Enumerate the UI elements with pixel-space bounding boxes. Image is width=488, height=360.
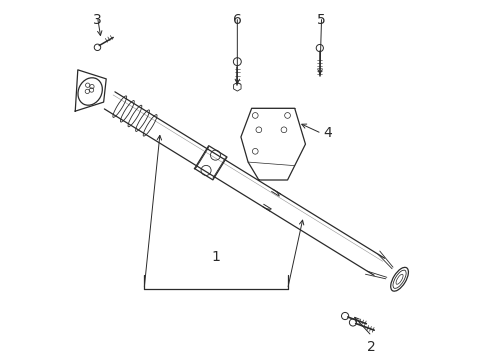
Text: 5: 5 [317,13,325,27]
Text: 2: 2 [366,339,375,354]
Text: 3: 3 [93,13,102,27]
Text: 1: 1 [211,250,220,264]
Text: 6: 6 [232,13,241,27]
Text: 4: 4 [323,126,331,140]
